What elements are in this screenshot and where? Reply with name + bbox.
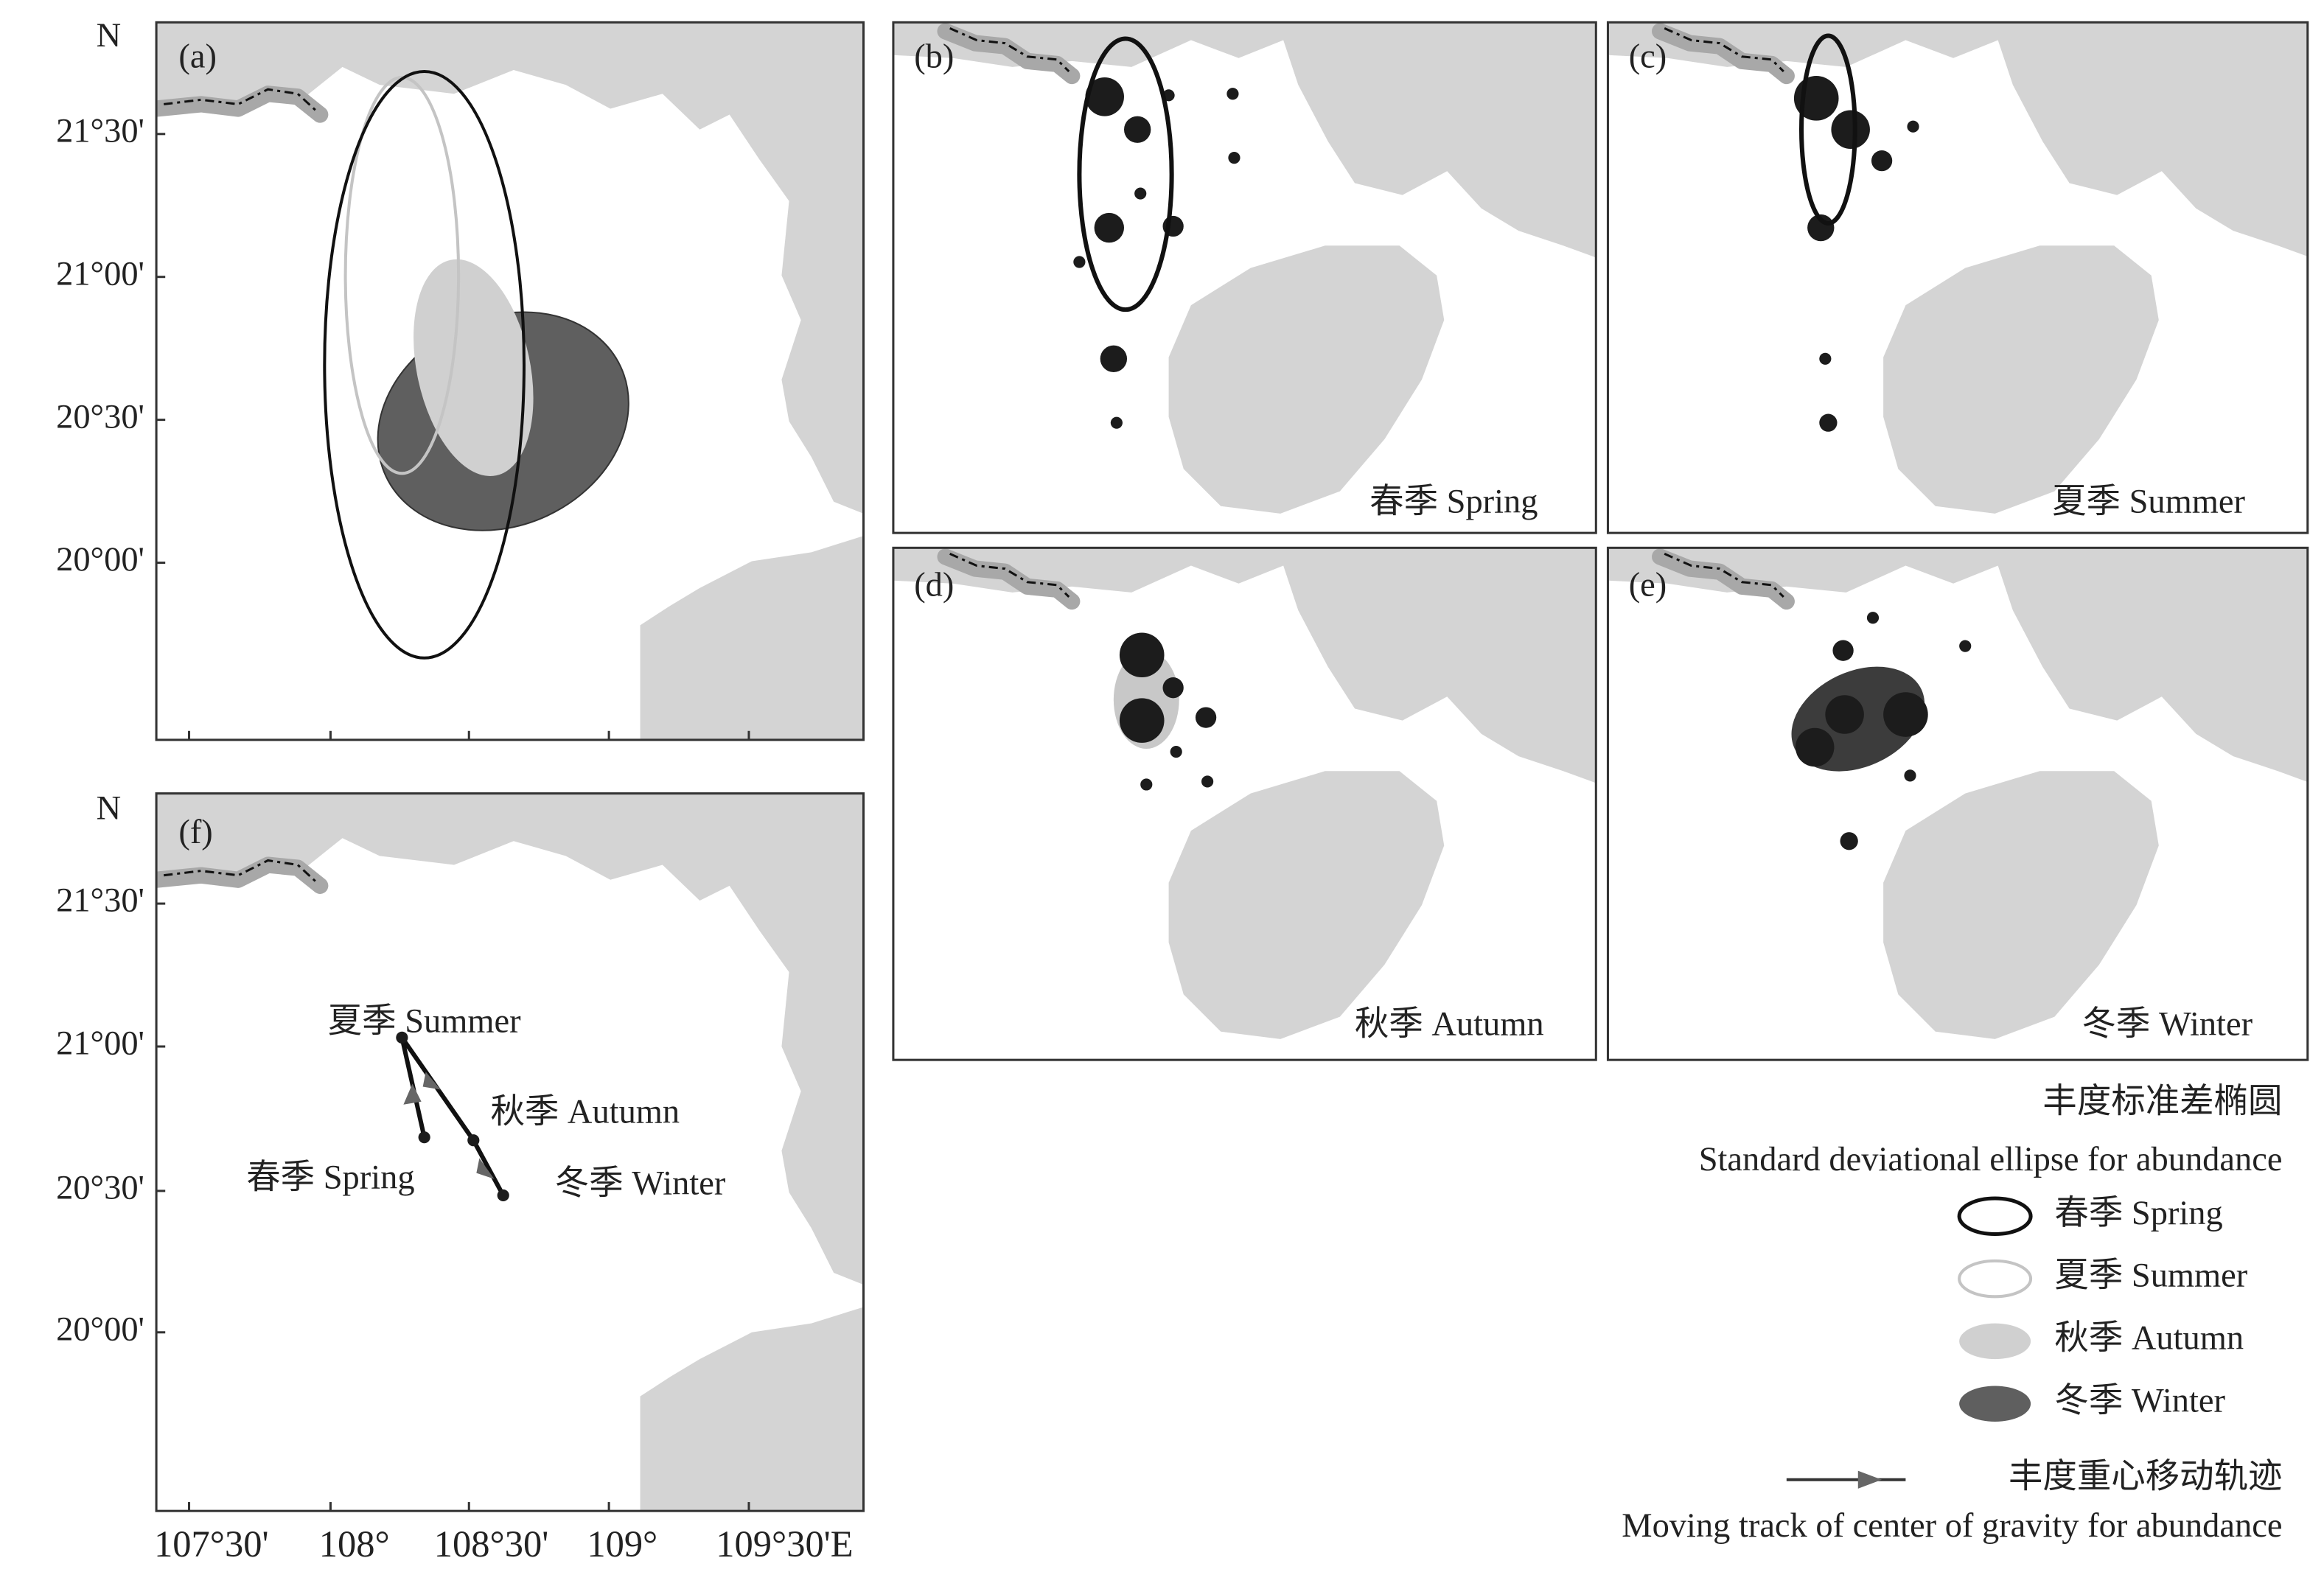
frame	[1606, 21, 2309, 534]
panel-c: (c) 夏季 Summer	[1606, 21, 2310, 534]
panel-label: (a)	[178, 38, 217, 75]
autumn-ellipse	[413, 259, 534, 476]
legend-label: 夏季 Summer	[2054, 1257, 2247, 1295]
y-tick-label: 21°30'	[56, 112, 144, 150]
legend: 丰度标准差椭圆 Standard deviational ellipse for…	[1622, 1083, 2282, 1545]
legend-symbol	[1959, 1323, 2031, 1360]
track-label: 春季 Spring	[246, 1159, 414, 1196]
legend-title: Standard deviational ellipse for abundan…	[1699, 1141, 2283, 1178]
legend-label: 冬季 Winter	[2054, 1382, 2225, 1419]
legend-symbol	[1959, 1386, 2031, 1422]
spring-ellipse	[1077, 36, 1174, 312]
y-tick-label: 21°00'	[56, 1025, 144, 1063]
x-tick-label: 107°30'	[154, 1523, 269, 1565]
map	[893, 548, 1596, 1039]
frame	[155, 792, 865, 1512]
x-tick-label: 108°	[319, 1523, 390, 1565]
track-label: 冬季 Winter	[555, 1164, 726, 1202]
panel-label: (c)	[1629, 38, 1667, 75]
map	[1608, 548, 2310, 1039]
x-tick-label: 109°30'E	[716, 1523, 853, 1565]
bubbles	[1119, 632, 1217, 791]
x-tick-label: 109°	[587, 1523, 657, 1565]
legend-label: 春季 Spring	[2054, 1195, 2222, 1232]
panel-d: (d) 秋季 Autumn	[892, 546, 1597, 1061]
y-tick-label: 21°30'	[56, 882, 144, 920]
summer-ellipse	[1798, 33, 1857, 226]
spring-ellipse	[323, 69, 526, 660]
track-label: 秋季 Autumn	[490, 1094, 680, 1131]
panel-label: (f)	[178, 814, 212, 851]
legend-symbol	[1958, 1259, 2033, 1299]
bubbles	[1073, 77, 1240, 429]
legend-label: 秋季 Autumn	[2054, 1320, 2244, 1358]
track-points	[396, 1031, 509, 1202]
y-tick-label: 20°30'	[56, 398, 144, 436]
x-tick-label: 108°30'	[434, 1523, 549, 1565]
legend-arrow	[1857, 1470, 1882, 1489]
north-label: N	[97, 17, 122, 55]
season-label: 春季 Spring	[1369, 483, 1538, 520]
season-label: 冬季 Winter	[2082, 1005, 2253, 1043]
y-tick-label: 20°30'	[56, 1170, 144, 1207]
panel-a: (a) N	[97, 17, 865, 741]
north-label: N	[97, 789, 122, 827]
panel-label: (e)	[1629, 567, 1667, 604]
frame	[1606, 546, 2309, 1061]
bubbles	[1795, 612, 1972, 850]
y-tick-label: 20°00'	[56, 1310, 144, 1348]
panel-e: (e) 冬季 Winter	[1606, 546, 2310, 1061]
map	[1608, 22, 2310, 514]
legend-title: Moving track of center of gravity for ab…	[1622, 1507, 2282, 1545]
season-label: 秋季 Autumn	[1355, 1005, 1544, 1043]
legend-symbol	[1957, 1196, 2033, 1237]
y-tick-label: 21°00'	[56, 255, 144, 293]
map	[156, 794, 863, 1512]
legend-title: 丰度标准差椭圆	[2042, 1083, 2282, 1120]
track-label: 夏季 Summer	[328, 1002, 521, 1040]
panel-label: (b)	[914, 38, 954, 75]
legend-title: 丰度重心移动轨迹	[2009, 1458, 2282, 1495]
panel-label: (d)	[914, 567, 954, 604]
season-label: 夏季 Summer	[2052, 483, 2245, 520]
frame	[892, 21, 1597, 534]
map	[893, 22, 1596, 514]
frame	[155, 21, 865, 741]
track-arrows	[403, 1072, 495, 1179]
y-tick-label: 20°00'	[56, 541, 144, 579]
panel-b: (b) 春季 Spring	[892, 21, 1597, 534]
frame	[892, 546, 1597, 1061]
panel-f: 夏季 Summer 秋季 Autumn 春季 Spring 冬季 Winter …	[97, 789, 865, 1512]
